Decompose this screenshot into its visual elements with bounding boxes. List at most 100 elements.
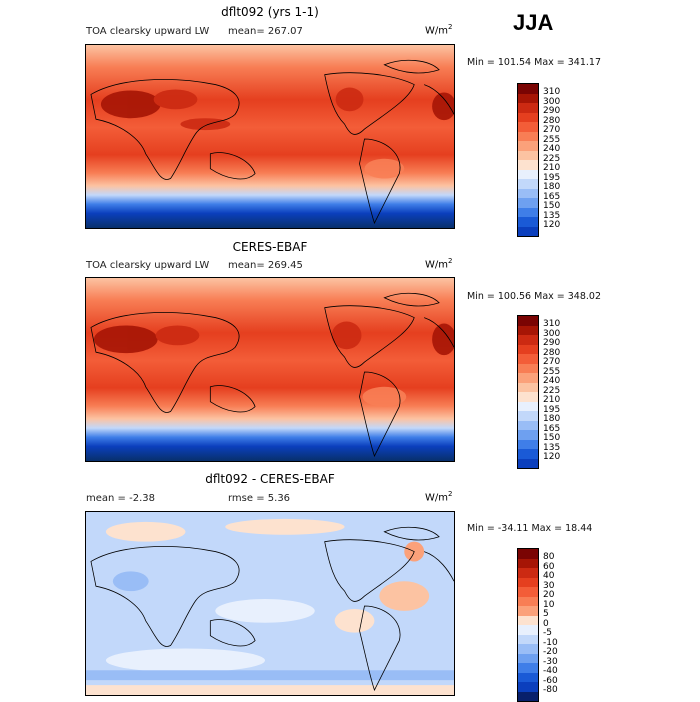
panel1-level: 240 [543, 144, 561, 154]
panel1-colorbar-swatch [518, 207, 538, 217]
panel1-hotspots [100, 87, 454, 179]
panel3-level: -80 [543, 685, 558, 695]
panel1-mean: mean= 267.07 [228, 26, 303, 37]
panel2-colorbar-swatch [518, 430, 538, 440]
panel3-level: -30 [543, 656, 558, 667]
panel1-colorbar-swatch [518, 150, 538, 160]
panel1-map [85, 44, 455, 229]
panel2-mean: mean= 269.45 [228, 260, 303, 271]
panel3-level: -5 [543, 628, 552, 638]
panel2-units: W/m2 [425, 257, 453, 271]
panel2-level: 280 [543, 347, 561, 358]
panel2-colorbar-swatch [518, 420, 538, 430]
panel3-colorbar-swatch [518, 644, 538, 654]
panel3-colorbar-swatch [518, 634, 538, 644]
panel2-colorbar [517, 315, 539, 469]
panel2-field [86, 278, 454, 461]
panel1-level: 225 [543, 153, 561, 164]
panel3-rmse: rmse = 5.36 [228, 493, 291, 504]
panel3-colorbar-swatch [518, 663, 538, 673]
panel3-colorbar-swatch [518, 577, 538, 587]
panel3-coastlines [90, 526, 454, 692]
panel3-anomalies [86, 518, 454, 695]
panel1-level: 290 [543, 106, 561, 116]
panel1-colorbar [517, 83, 539, 237]
panel2-level: 270 [543, 357, 561, 367]
panel2-level: 165 [543, 423, 561, 434]
panel1-colorbar-swatch [518, 198, 538, 208]
panel3-colorbar-swatch [518, 606, 538, 616]
panel2-level: 310 [543, 319, 561, 329]
panel2-colorbar-swatch [518, 335, 538, 345]
panel1-level: 165 [543, 191, 561, 202]
panel2-level: 290 [543, 338, 561, 348]
panel1-colorbar-swatch [518, 103, 538, 113]
panel3-level: 20 [543, 590, 555, 600]
season-label: JJA [513, 10, 554, 35]
panel1-minmax: Min = 101.54 Max = 341.17 [467, 57, 601, 68]
panel3-colorbar-swatch [518, 549, 538, 559]
panel3-colorbar [517, 548, 539, 702]
panel3-colorbar-swatch [518, 615, 538, 625]
panel1-colorbar-swatch [518, 169, 538, 179]
panel2-colorbar-swatch [518, 363, 538, 373]
panel3-level: -60 [543, 675, 558, 686]
panel1-colorbar-swatch [518, 160, 538, 170]
panel3-colorbar-swatch [518, 682, 538, 692]
panel1-colorbar-swatch [518, 179, 538, 189]
panel1-field [86, 45, 454, 228]
panel2-level: 195 [543, 404, 561, 415]
panel1-level: 195 [543, 172, 561, 183]
panel2-colorbar-swatch [518, 401, 538, 411]
panel3-level: 80 [543, 552, 555, 562]
panel2-title: CERES-EBAF [232, 240, 308, 254]
panel1-colorbar-swatch [518, 226, 538, 236]
panel3-colorbar-swatch [518, 653, 538, 663]
panel2-variable: TOA clearsky upward LW [86, 260, 210, 271]
panel2-colorbar-swatch [518, 411, 538, 421]
panel2-level: 210 [543, 395, 561, 405]
panel2-colorbar-swatch [518, 325, 538, 335]
panel1-colorbar-swatch [518, 84, 538, 94]
panel1-level: 120 [543, 220, 561, 230]
panel1-level: 270 [543, 125, 561, 135]
panel1-coastlines [90, 59, 454, 225]
panel3-level: 60 [543, 561, 555, 572]
panel3-colorbar-swatch [518, 568, 538, 578]
panel1-variable: TOA clearsky upward LW [86, 26, 210, 37]
panel3-colorbar-swatch [518, 558, 538, 568]
panel2-minmax: Min = 100.56 Max = 348.02 [467, 291, 601, 302]
panel2-level: 150 [543, 433, 561, 443]
panel3-minmax: Min = -34.11 Max = 18.44 [467, 523, 593, 534]
panel1-colorbar-swatch [518, 188, 538, 198]
panel1-colorbar-swatch [518, 141, 538, 151]
panel1-colorbar-swatch [518, 93, 538, 103]
panel3-level: -20 [543, 647, 558, 657]
panel1-title: dflt092 (yrs 1-1) [221, 5, 319, 19]
panel1-colorbar-swatch [518, 112, 538, 122]
panel1-colorbar-swatch [518, 122, 538, 132]
panel3-colorbar-swatch [518, 625, 538, 635]
panel2-colorbar-swatch [518, 344, 538, 354]
panel1-level: 280 [543, 115, 561, 126]
panel3-title: dflt092 - CERES-EBAF [205, 472, 335, 486]
panel1-level: 180 [543, 182, 561, 192]
panel2-colorbar-swatch [518, 354, 538, 364]
panel1-level: 135 [543, 210, 561, 221]
panel3-colorbar-swatch [518, 672, 538, 682]
panel3-level: 40 [543, 571, 555, 581]
panel3-map [85, 511, 455, 696]
panel1-level: 150 [543, 201, 561, 211]
panel2-level: 300 [543, 328, 561, 339]
panel2-level: 180 [543, 414, 561, 424]
panel3-level: 10 [543, 599, 555, 610]
panel2-level: 255 [543, 366, 561, 377]
panel3-level: -10 [543, 637, 558, 648]
panel3-level: 5 [543, 609, 549, 619]
panel2-hotspots [93, 321, 454, 407]
panel3-level: 0 [543, 618, 549, 629]
panel1-colorbar-swatch [518, 131, 538, 141]
panel3-level: 30 [543, 580, 555, 591]
panel2-colorbar-swatch [518, 392, 538, 402]
panel2-level: 120 [543, 452, 561, 462]
